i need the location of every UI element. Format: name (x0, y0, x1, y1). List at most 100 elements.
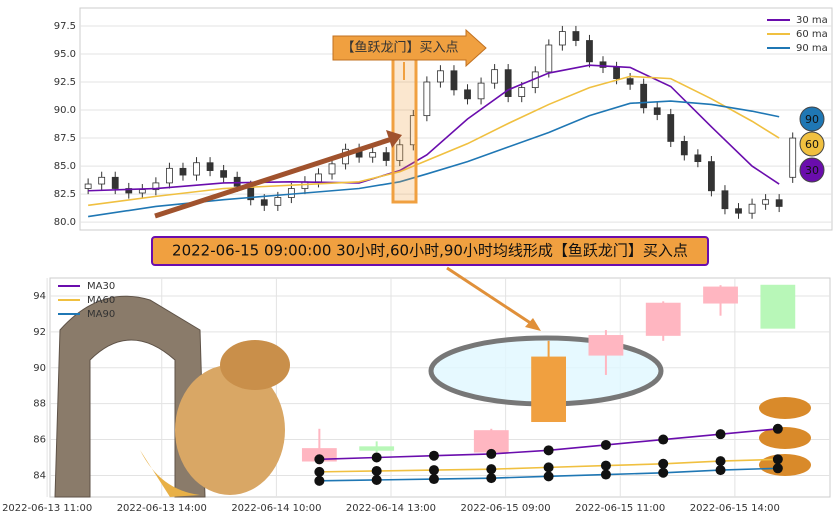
legend-label: 60 ma (796, 29, 828, 40)
dog-head-decoration (220, 340, 290, 390)
ma-badge (799, 131, 825, 157)
candle-body (450, 70, 458, 91)
ma-dot (658, 434, 669, 445)
candle-body (748, 203, 756, 214)
candle-body (315, 173, 322, 183)
y-tick-label: 92.5 (54, 77, 76, 88)
candle-body (518, 87, 526, 97)
candle-body (359, 446, 395, 451)
ma-dot (600, 469, 611, 480)
candle-body (588, 335, 624, 356)
legend-label: MA60 (87, 295, 115, 306)
ma-dot (371, 452, 382, 463)
x-tick-label: 2022-06-15 09:00 (461, 503, 551, 514)
y-tick-label: 90.0 (54, 105, 76, 116)
candle-body (735, 208, 742, 214)
legend-label: MA30 (87, 281, 115, 292)
ma-badge-label: 90 (805, 113, 819, 126)
legend-label: 90 ma (796, 43, 828, 54)
ma-dot (600, 460, 611, 471)
ma-dot (772, 463, 783, 474)
candle-body (762, 199, 770, 205)
x-tick-label: 2022-06-14 10:00 (231, 503, 321, 514)
ma-dot (658, 467, 669, 478)
candle-body (640, 83, 648, 109)
y-tick-label: 95.0 (54, 49, 76, 60)
fish-decoration (759, 427, 811, 449)
candle-body (206, 162, 214, 171)
buy-arrow (332, 28, 487, 68)
candle-body (152, 182, 160, 191)
ma-dot (371, 474, 382, 485)
ma-dot (428, 465, 439, 476)
y-tick-label: 90 (33, 363, 46, 374)
legend-label: MA90 (87, 309, 115, 320)
candle-body (477, 82, 485, 100)
ma-dot (486, 448, 497, 459)
candle-body (233, 176, 241, 187)
candle-body (382, 152, 390, 161)
candle-body (703, 286, 738, 304)
candle-body (680, 141, 688, 156)
ma-dot (715, 429, 726, 440)
banner (151, 236, 709, 266)
candle-body (558, 31, 566, 46)
x-tick-label: 2022-06-15 14:00 (690, 503, 780, 514)
ma-dot (772, 454, 783, 465)
candle-body (111, 176, 119, 189)
candle-body (789, 137, 797, 178)
dog-decoration (175, 365, 285, 495)
candle-body (694, 154, 702, 163)
ma-dot (428, 474, 439, 485)
ma-dot (428, 450, 439, 461)
candle-body (545, 44, 553, 73)
x-tick-label: 2022-06-13 11:00 (2, 503, 92, 514)
ma-dot (772, 423, 783, 434)
fish-decoration (759, 454, 811, 476)
ma-dot (543, 445, 554, 456)
ma-line (88, 75, 780, 207)
y-tick-label: 82.5 (54, 189, 76, 200)
y-tick-label: 88 (33, 399, 46, 410)
y-tick-label: 92 (33, 327, 46, 338)
pointer-arrow (446, 266, 536, 328)
legend-label: 30 ma (796, 15, 828, 26)
candle-body (599, 61, 607, 68)
candle-body (98, 176, 106, 185)
candle-body (572, 31, 580, 41)
ma-line (88, 100, 780, 218)
y-tick-label: 97.5 (54, 21, 76, 32)
candle-body (760, 284, 796, 329)
buy-label: 【鱼跃龙门】买入点 (341, 40, 458, 56)
candle-body (396, 144, 404, 161)
candle-body (586, 40, 593, 63)
candle-body (504, 69, 512, 97)
candle-body (721, 190, 729, 210)
y-tick-label: 87.5 (54, 133, 76, 144)
candle-body (473, 430, 509, 453)
candle-body (369, 152, 377, 158)
candle-body (667, 114, 675, 142)
trend-arrowhead (386, 130, 402, 148)
candle-body (491, 69, 499, 84)
candle-body (260, 199, 268, 206)
ma-badge (799, 106, 825, 132)
y-tick-label: 80.0 (54, 217, 76, 228)
candle-body (274, 197, 282, 206)
x-tick-label: 2022-06-14 13:00 (346, 503, 436, 514)
candle-body (437, 70, 444, 83)
candle-body (179, 167, 187, 176)
x-tick-label: 2022-06-13 14:00 (117, 503, 207, 514)
y-tick-label: 85.0 (54, 161, 76, 172)
candle-body (613, 67, 620, 80)
ma-dot (314, 454, 325, 465)
candle-body (645, 302, 681, 336)
ma-dot (371, 465, 382, 476)
candle-body (708, 161, 715, 192)
candle-body (653, 107, 661, 115)
pointer-arrowhead (525, 318, 541, 331)
trend-arrow (154, 135, 396, 219)
tail-decoration (140, 450, 200, 497)
candle-body (775, 199, 783, 207)
